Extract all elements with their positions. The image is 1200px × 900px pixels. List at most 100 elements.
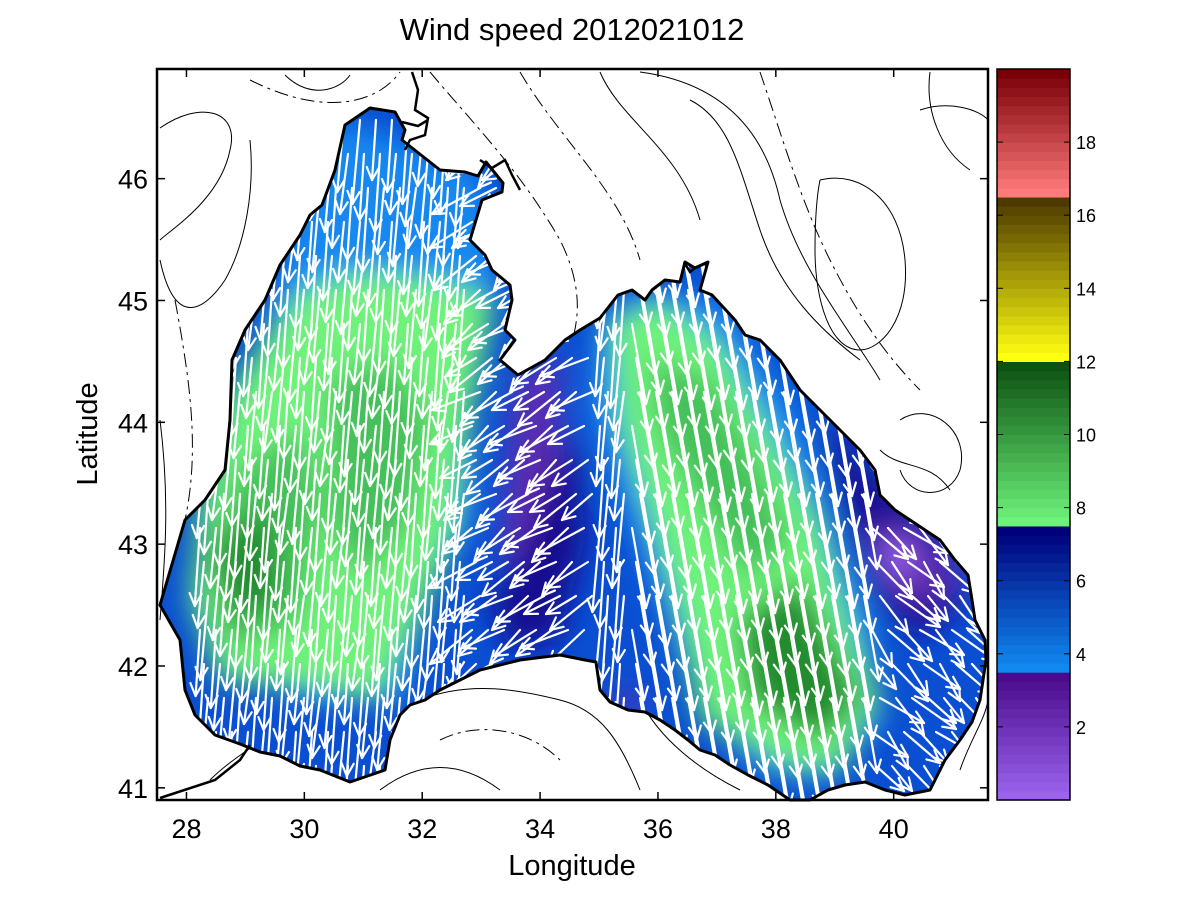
wind-arrow — [220, 628, 235, 692]
wind-arrow — [430, 390, 482, 413]
wind-arrow — [330, 526, 346, 590]
contour-line — [284, 74, 351, 91]
wind-arrow — [548, 390, 594, 412]
colorbar-tick-label: 2 — [1076, 718, 1086, 738]
wind-arrow — [918, 526, 950, 567]
colorbar-strip — [997, 699, 1070, 710]
wind-arrow — [926, 594, 950, 623]
colorbar-strip — [997, 507, 1070, 518]
wind-arrow — [432, 254, 478, 292]
wind-arrow — [490, 390, 530, 412]
wind-arrow — [289, 356, 305, 420]
colorbar-tick-label: 18 — [1076, 133, 1096, 153]
colorbar-strip — [997, 270, 1070, 280]
colorbar-strip — [997, 480, 1070, 490]
colorbar-tick-label: 10 — [1076, 426, 1096, 446]
colorbar-frame — [996, 68, 1071, 801]
wind-arrow — [314, 424, 330, 488]
wind-arrow — [222, 560, 238, 624]
wind-arrow — [346, 118, 362, 206]
wind-arrow — [426, 560, 478, 590]
wind-arrow — [381, 220, 397, 284]
colorbar-strip — [997, 224, 1070, 235]
contour-line — [599, 71, 701, 221]
colorbar-strip — [997, 215, 1070, 225]
colorbar-strip — [997, 361, 1070, 372]
wind-arrow — [934, 628, 966, 669]
colorbar-strip — [997, 370, 1070, 381]
wind-arrow — [502, 526, 554, 549]
wind-arrow — [462, 594, 514, 617]
wind-arrow — [506, 492, 546, 514]
colorbar: 2 4 6 8 10 12 14 16 18 — [996, 68, 1096, 801]
colorbar-strip — [997, 498, 1070, 509]
wind-arrow — [486, 424, 538, 447]
y-tick-label: 44 — [118, 408, 148, 438]
contour-line — [419, 688, 641, 791]
wind-arrow — [250, 628, 266, 716]
wind-arrow — [364, 424, 379, 488]
colorbar-strip — [997, 132, 1070, 143]
wind-arrow — [366, 356, 382, 420]
wind-arrow — [436, 594, 482, 624]
map-panel — [155, 67, 990, 802]
wind-arrow — [397, 322, 413, 386]
colorbar-strip — [997, 297, 1070, 308]
wind-arrow — [514, 424, 554, 462]
colorbar-strip — [997, 242, 1070, 253]
wind-arrow — [267, 322, 282, 392]
wind-arrow — [398, 560, 414, 624]
wind-arrow — [862, 696, 882, 775]
colorbar-strip — [997, 662, 1070, 673]
wind-arrow — [189, 628, 204, 698]
wind-arrow — [240, 356, 255, 420]
wind-arrow — [460, 424, 506, 454]
wind-arrow — [348, 322, 363, 386]
wind-arrow — [365, 628, 380, 698]
y-axis: 41 42 43 44 45 46 — [118, 165, 988, 804]
colorbar-tick-label: 4 — [1076, 645, 1086, 665]
contour-line — [159, 139, 252, 308]
contour-line — [899, 413, 962, 493]
wind-arrow — [528, 492, 562, 514]
y-tick-label: 43 — [118, 530, 148, 560]
colorbar-strip — [997, 196, 1070, 207]
wind-arrow — [516, 390, 562, 428]
colorbar-strip — [997, 123, 1070, 134]
colorbar-strip — [997, 781, 1070, 792]
wind-arrow — [440, 322, 474, 360]
wind-arrow — [512, 560, 558, 582]
colorbar-strip — [997, 461, 1070, 472]
wind-arrow — [518, 628, 570, 651]
colorbar-tick-label: 12 — [1076, 352, 1096, 372]
colorbar-strip — [997, 416, 1070, 426]
wind-arrow — [540, 560, 574, 598]
wind-arrow — [528, 458, 574, 488]
wind-arrow — [524, 458, 558, 496]
wind-arrow — [926, 696, 958, 725]
colorbar-strip — [997, 580, 1070, 591]
wind-arrow — [282, 322, 298, 404]
wind-arrow — [225, 458, 240, 528]
colorbar-strip — [997, 187, 1070, 198]
wind-arrow — [608, 458, 623, 522]
wind-arrow — [890, 560, 914, 595]
wind-arrow — [369, 254, 384, 324]
colorbar-strip — [997, 260, 1070, 271]
wind-arrow — [522, 594, 562, 616]
colorbar-strip — [997, 754, 1070, 765]
colorbar-strip — [997, 142, 1070, 152]
wind-arrow — [334, 152, 350, 216]
wind-arrow — [367, 560, 382, 630]
colorbar-strip — [997, 397, 1070, 408]
wind-arrow — [462, 390, 514, 420]
colorbar-strip — [997, 407, 1070, 417]
colorbar-strip — [997, 324, 1070, 335]
wind-arrow — [464, 458, 510, 496]
wind-arrow — [530, 526, 570, 564]
contour-line — [159, 111, 232, 241]
contour-line — [814, 177, 907, 351]
wind-arrow — [458, 390, 498, 428]
wind-arrow — [380, 526, 395, 590]
wind-arrow — [383, 662, 398, 732]
